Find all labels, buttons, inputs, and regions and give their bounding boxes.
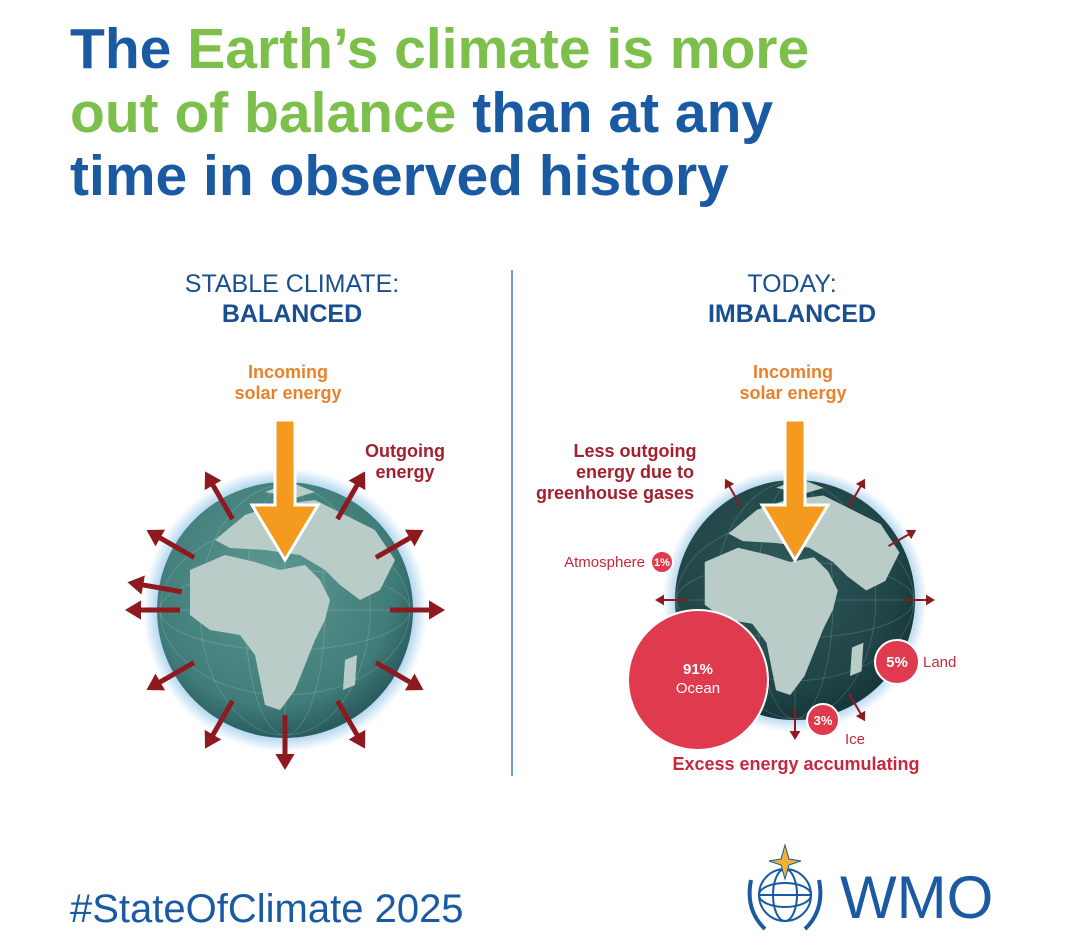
title-part: out of balance [70,81,456,145]
share-value: 5% [886,654,908,671]
arrow-head [348,729,366,749]
share-bubble [874,639,920,685]
share-name: Atmosphere [564,554,645,571]
globe [143,468,427,752]
arrow-shaft [209,699,235,739]
arrow-shaft [156,660,196,686]
share-value: 3% [814,713,833,728]
logo-emblem [747,843,823,931]
arrow-shaft [848,484,863,507]
title-line: time in observed history [70,144,729,208]
share-bubble [806,703,840,737]
outgoing-label: Outgoing [365,441,445,461]
share-bubble [650,550,674,574]
share-bubble [627,609,769,751]
share-name: Land [923,654,956,671]
arrow-head [404,529,424,547]
arrow-shaft [335,481,361,521]
arrow-head [275,754,295,770]
arrow-shaft [374,534,414,560]
arrow-head [429,600,445,620]
title-part: The [70,17,171,81]
arrow-head [926,594,935,606]
solar-arrow [249,418,321,563]
arrow-head [348,471,366,491]
arrow-shaft [848,693,863,716]
incoming-label: Incoming [753,362,833,382]
title-line: out of balance than at any [70,81,773,145]
outgoing-arrows [655,478,935,740]
share-name: Ocean [676,680,720,697]
arrow-shaft [209,481,235,521]
panel-heading: STABLE CLIMATE: [185,270,399,298]
arrow-head [146,529,166,547]
share-value: 91% [683,661,713,678]
solar-arrow [759,418,831,563]
incoming-label: solar energy [234,383,341,403]
arrow-head [125,600,141,620]
arrow-shaft [139,581,183,595]
panel-subheading: BALANCED [222,300,362,328]
arrow-head [204,729,222,749]
hashtag: #StateOfClimate 2025 [70,887,464,931]
title-part: than at any [472,81,773,145]
outgoing-label: energy due to [576,462,694,482]
arrow-shaft [374,660,414,686]
arrow-head [204,471,222,491]
outgoing-label: energy [375,462,434,482]
arrow-head [905,529,917,540]
arrow-shaft [335,699,361,739]
outgoing-arrows [125,471,445,770]
outgoing-label: greenhouse gases [536,483,694,503]
panel-subheading: IMBALANCED [708,300,876,328]
incoming-label: solar energy [739,383,846,403]
arrow-head [655,594,664,606]
outgoing-label: Less outgoing [574,441,697,461]
arrow-shaft [727,484,742,507]
arrow-head [855,478,866,490]
title-part: time in observed history [70,144,729,208]
panel-heading: TODAY: [747,270,836,298]
arrow-shaft [156,534,196,560]
arrow-head [146,673,166,691]
logo-text: WMO [840,864,993,931]
arrow-head [855,710,866,722]
footer-label: Excess energy accumulating [672,754,919,774]
incoming-label: Incoming [248,362,328,382]
share-value: 1% [654,557,670,569]
arrow-shaft [888,532,911,547]
arrow-head [724,478,735,490]
arrow-head [127,575,145,595]
arrow-head [789,731,801,740]
title-line: The Earth’s climate is more [70,17,809,81]
arrow-head [404,673,424,691]
share-name: Ice [845,731,865,748]
title-part: Earth’s climate is more [187,17,809,81]
